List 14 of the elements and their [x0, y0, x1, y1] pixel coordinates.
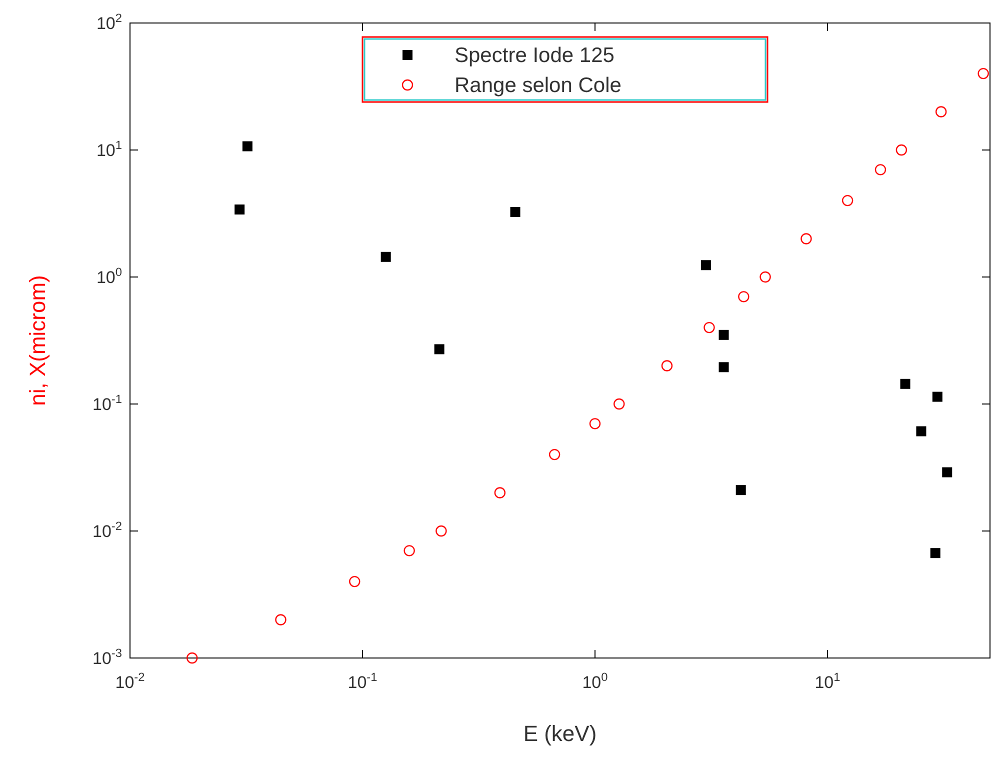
x-tick-label: 10$^{-1}$ — [348, 670, 378, 692]
y-tick-label: 10$^{1}$ — [96, 138, 122, 160]
y-axis-title: ni, X(microm) — [25, 275, 50, 406]
y-tick-label: 10$^{-1}$ — [92, 392, 122, 414]
x-tick-label: 10$^{0}$ — [582, 670, 608, 692]
x-tick-label: 10$^{-2}$ — [115, 670, 146, 692]
legend-label: Spectre Iode 125 — [454, 44, 614, 67]
y-tick-label: 10$^{-3}$ — [92, 646, 122, 668]
y-tick-label: 10$^{0}$ — [96, 265, 122, 287]
y-tick-label: 10$^{-2}$ — [92, 519, 122, 541]
legend-label: Range selon Cole — [454, 74, 622, 97]
y-tick-label: 10$^{2}$ — [96, 11, 122, 33]
x-axis-title: E (keV) — [523, 721, 597, 746]
x-tick-label: 10$^{1}$ — [814, 670, 841, 692]
